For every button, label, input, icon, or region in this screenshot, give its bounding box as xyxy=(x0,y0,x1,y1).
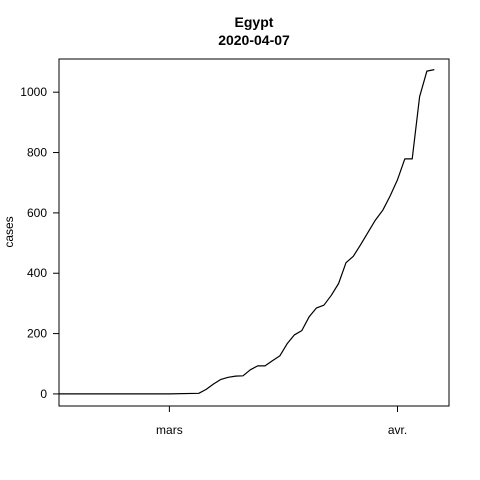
y-tick-label: 0 xyxy=(40,387,47,401)
x-tick-label: mars xyxy=(156,423,183,437)
chart-subtitle: 2020-04-07 xyxy=(218,32,290,48)
x-axis: mars avr. xyxy=(156,406,407,437)
series-line xyxy=(59,69,435,395)
y-tick-label: 800 xyxy=(27,146,47,160)
y-axis: 0 200 400 600 800 1000 xyxy=(20,85,59,401)
plot-box xyxy=(58,58,450,407)
y-tick-label: 400 xyxy=(27,266,47,280)
y-tick-label: 1000 xyxy=(20,85,47,99)
y-tick-label: 600 xyxy=(27,206,47,220)
y-tick-label: 200 xyxy=(27,327,47,341)
x-tick-label: avr. xyxy=(388,423,407,437)
series-layer xyxy=(59,69,435,395)
y-axis-label: cases xyxy=(2,216,16,247)
chart-title: Egypt xyxy=(235,14,274,30)
